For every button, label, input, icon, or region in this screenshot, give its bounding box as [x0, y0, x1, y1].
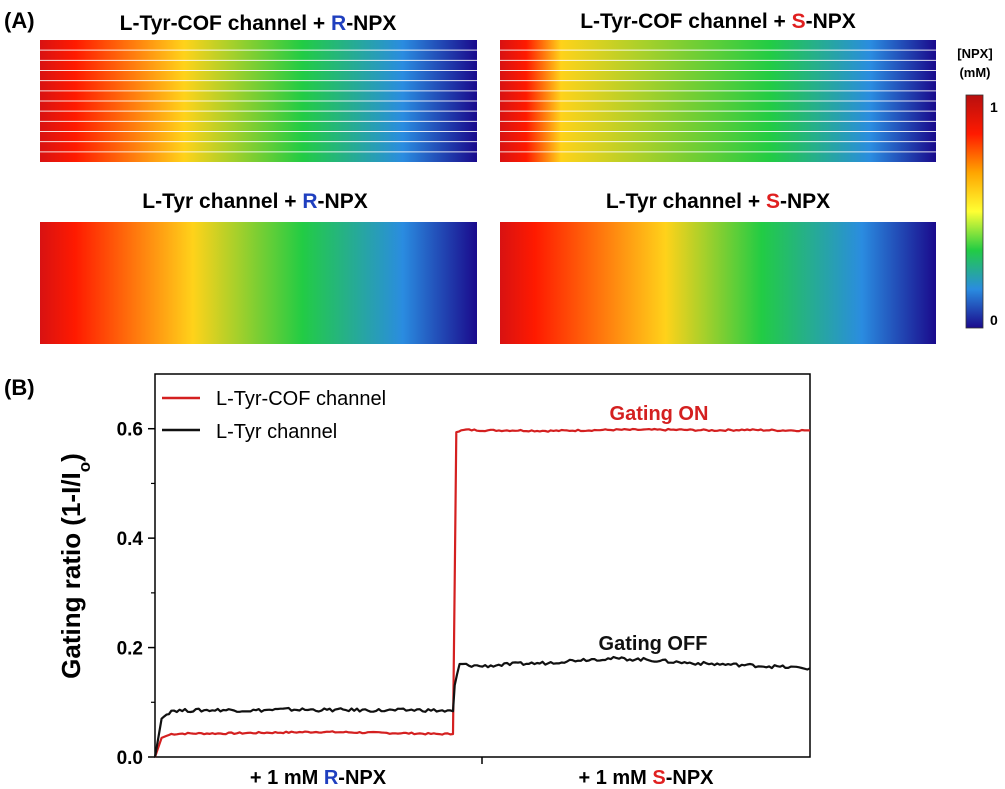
colorbar-title-line1: [NPX]: [957, 46, 992, 61]
colorbar: [965, 94, 984, 329]
colorbar-min-label: 0: [990, 312, 998, 328]
y-tick-label: 0.6: [117, 420, 143, 441]
panel-1-channel-lines: [40, 49, 477, 153]
x-category-label-s: + 1 mM S-NPX: [578, 767, 714, 789]
series-line-tyr: [153, 655, 811, 758]
colorbar-max-label: 1: [990, 99, 998, 115]
y-tick-label: 0.0: [117, 748, 143, 769]
legend-label-cof: L-Tyr-COF channel: [216, 388, 386, 410]
colorbar-title-line2: (mM): [959, 65, 990, 80]
panel-2-channel-lines: [500, 49, 936, 153]
y-axis-ticks: 0.0 0.2 0.4 0.6: [117, 420, 155, 769]
y-tick-label: 0.2: [117, 639, 143, 660]
panel-a-label: (A): [4, 8, 35, 33]
annotation-gating-off: Gating OFF: [599, 633, 708, 655]
panel-b-label: (B): [4, 375, 35, 400]
x-category-label-r: + 1 mM R-NPX: [250, 767, 387, 789]
y-axis-label: Gating ratio (1-I/Io): [56, 453, 94, 679]
legend-label-tyr: L-Tyr channel: [216, 421, 337, 443]
panel-2-title: L-Tyr-COF channel + S-NPX: [580, 10, 856, 33]
y-tick-label: 0.4: [117, 529, 144, 550]
annotation-gating-on: Gating ON: [610, 403, 709, 425]
panel-3-title: L-Tyr channel + R-NPX: [142, 190, 367, 213]
panel-4-title: L-Tyr channel + S-NPX: [606, 190, 830, 213]
panel-1-title: L-Tyr-COF channel + R-NPX: [120, 12, 397, 35]
simulation-panel-tyr-r: [40, 222, 477, 344]
series-line-cof: [153, 427, 811, 758]
gating-ratio-plot: 0.0 0.2 0.4 0.6 L-Tyr-COF channel L-Tyr cha…: [56, 373, 811, 789]
simulation-panel-tyr-s: [500, 222, 936, 344]
series-lines: [153, 427, 811, 758]
